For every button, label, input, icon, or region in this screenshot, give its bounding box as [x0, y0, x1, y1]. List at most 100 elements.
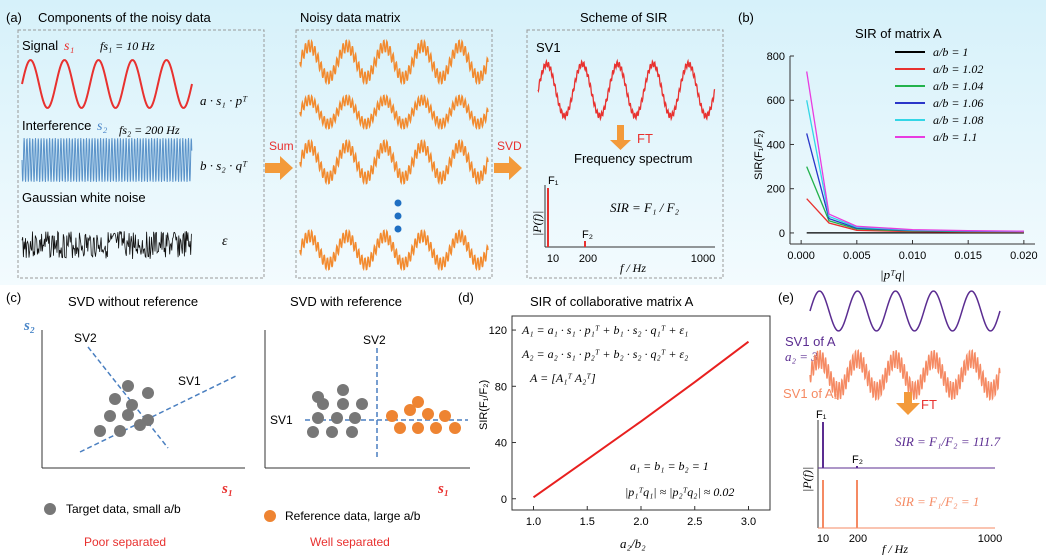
reference-dot — [449, 422, 461, 434]
reference-dot — [422, 408, 434, 420]
legend-label: a/b = 1.04 — [933, 79, 983, 93]
target-dot — [122, 409, 134, 421]
sv1-label: SV1 — [536, 40, 561, 55]
matrix-title: Noisy data matrix — [300, 10, 401, 25]
target-dot — [349, 412, 361, 424]
poor-separated-label: Poor separated — [84, 535, 166, 549]
c-left-sv1-label: SV1 — [178, 374, 201, 388]
d-y-tick-label: 0 — [501, 494, 507, 506]
signal-wave — [21, 59, 193, 109]
ft-arrow-icon — [610, 125, 631, 150]
c-right-sv1-label: SV1 — [270, 413, 293, 427]
c-right-s1-label: s₁ — [437, 481, 449, 497]
panel-d-eq2: A₂ = a₂ · s₁ · p₂ᵀ + b₂ · s₂ · q₂ᵀ + ε₂ — [521, 347, 688, 361]
panel-b-label: (b) — [738, 10, 754, 25]
panel-d-title: SIR of collaborative matrix A — [530, 294, 694, 309]
signal-formula: a · s₁ · pᵀ — [200, 93, 248, 108]
sir-formula: SIR = F₁ / F₂ — [610, 200, 680, 215]
legend-label: a/b = 1.06 — [933, 96, 983, 110]
panel-d-eq1: A₁ = a₁ · s₁ · p₁ᵀ + b₁ · s₂ · q₁ᵀ + ε₁ — [521, 323, 688, 337]
panel-b-legend: a/b = 1 a/b = 1.02 a/b = 1.04 a/b = 1.06 a/b… — [895, 45, 983, 144]
d-x-tick-label: 1.5 — [580, 516, 595, 528]
e-f2-label: F₂ — [852, 454, 863, 466]
d-y-tick-label: 120 — [489, 325, 507, 337]
d-y-tick-label: 80 — [495, 381, 507, 393]
signal-symbol: s₁ — [64, 39, 74, 54]
target-dot — [337, 398, 349, 410]
ellipsis-dot — [394, 225, 402, 233]
sum-label: Sum — [269, 139, 294, 153]
c-left-sv2-label: SV2 — [74, 331, 97, 345]
b-x-tick-label: 0.015 — [954, 250, 982, 262]
legend-label: a/b = 1.1 — [933, 130, 977, 144]
interference-label: Interference — [22, 118, 91, 133]
sv1-of-a1-wave — [809, 349, 1001, 401]
e-x-tick: 1000 — [978, 533, 1002, 545]
legend-label: a/b = 1.02 — [933, 62, 983, 76]
svd-label: SVD — [497, 139, 522, 153]
target-dot — [109, 393, 121, 405]
target-dot — [326, 426, 338, 438]
matrix-box — [295, 29, 493, 279]
panel-d-x-label: a₂/b₂ — [620, 536, 646, 551]
interference-frequency: fs₂ = 200 Hz — [119, 123, 180, 137]
b-y-tick-label: 0 — [779, 228, 785, 240]
sv1-wave — [537, 58, 716, 122]
scheme-box — [526, 29, 724, 279]
ft-label: FT — [637, 131, 653, 146]
reference-dot — [412, 396, 424, 408]
ft-label: FT — [921, 397, 937, 412]
d-x-tick-label: 2.0 — [633, 516, 648, 528]
c-left-s1-label: s₁ — [221, 481, 233, 497]
panel-c-right-title: SVD with reference — [290, 294, 402, 309]
sv1-of-a-wave — [809, 290, 1001, 332]
sv1-of-a1-label: SV1 of A₁ — [783, 386, 839, 401]
d-y-tick-label: 40 — [495, 438, 507, 450]
target-dot — [122, 380, 134, 392]
reference-dot — [404, 404, 416, 416]
c-left-sv2-line — [87, 346, 169, 449]
e-sir-bottom: SIR = F₁/F₂ = 1 — [895, 494, 979, 509]
b-x-tick-label: 0.020 — [1010, 250, 1038, 262]
panel-c-label: (c) — [6, 290, 21, 305]
signal-frequency: fs₁ = 10 Hz — [100, 39, 155, 53]
legend-label: a/b = 1 — [933, 45, 968, 59]
ft-arrow-icon — [896, 392, 920, 415]
target-dot — [331, 412, 343, 424]
target-dot — [312, 412, 324, 424]
target-dot — [346, 426, 358, 438]
panel-b-background — [790, 0, 1046, 285]
reference-legend-label: Reference data, large a/b — [285, 509, 421, 523]
panel-a: (a) Components of the noisy data Signal … — [6, 10, 724, 279]
chart-d-plot: 0 40 80 120 1.0 1.5 2.0 2.5 3.0 — [489, 315, 771, 528]
panel-b-x-label: |pᵀq| — [880, 267, 905, 282]
target-legend-label: Target data, small a/b — [66, 502, 181, 516]
panel-b-title: SIR of matrix A — [855, 26, 942, 41]
panel-d-cond1: a₁ = b₁ = b₂ = 1 — [630, 459, 709, 473]
c-left-sv1-line — [79, 374, 239, 453]
ellipsis-dot — [394, 199, 402, 207]
b-series-line — [806, 71, 1024, 232]
b-y-tick-label: 400 — [767, 139, 785, 151]
b-y-tick-label: 200 — [767, 184, 785, 196]
noise-symbol: ε — [222, 234, 228, 249]
components-box — [17, 29, 265, 279]
b-x-tick-label: 0.005 — [843, 250, 871, 262]
d-x-tick-label: 1.0 — [526, 516, 541, 528]
noise-wave — [21, 230, 192, 260]
target-dot — [94, 425, 106, 437]
b-y-tick-label: 800 — [767, 51, 785, 63]
target-dot — [356, 398, 368, 410]
interference-symbol: s₂ — [97, 119, 107, 134]
target-dot — [104, 410, 116, 422]
panel-d-label: (d) — [458, 290, 474, 305]
panel-e-label: (e) — [778, 290, 794, 305]
legend-label: a/b = 1.08 — [933, 113, 983, 127]
reference-dot — [430, 422, 442, 434]
interference-wave — [21, 137, 193, 183]
spectrum-x-tick: 10 — [547, 253, 559, 265]
panel-e: (e) SV1 of A a₂ = 3 SV1 of A₁ FT F₁ F₂ |… — [778, 290, 1002, 556]
panel-a-label: (a) — [6, 10, 22, 25]
target-legend-dot — [44, 503, 56, 515]
panel-c-left-title: SVD without reference — [68, 294, 198, 309]
